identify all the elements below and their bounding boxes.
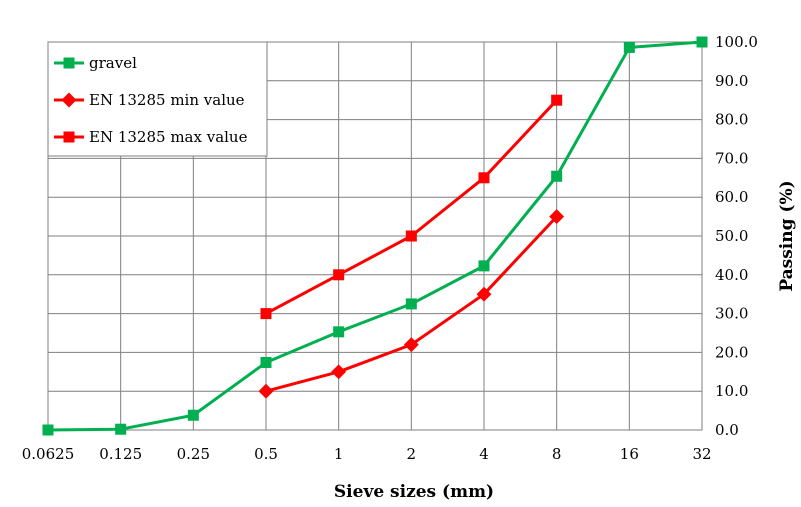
legend-label: EN 13285 min value [89,91,245,109]
data-point-gravel [405,298,417,310]
data-point-gravel [333,326,345,338]
y-tick-label: 100.0 [715,33,758,51]
x-tick-labels: 0.0625 0.125 0.25 0.5 1 2 4 8 16 32 [22,445,712,463]
data-point-en-13285-max-value [478,172,490,184]
legend-swatch-marker [63,57,75,69]
legend-item-en-13285-max-value: EN 13285 max value [54,128,248,146]
series-gravel [42,36,708,436]
legend-box [47,41,268,157]
series-line-gravel [47,40,703,432]
y-tick-label: 10.0 [715,382,748,400]
x-tick-label: 16 [620,445,639,463]
x-axis-title: Sieve sizes (mm) [334,482,494,502]
data-point-en-13285-min-value [403,337,419,353]
x-tick-label: 8 [552,445,562,463]
data-point-gravel [115,423,127,435]
series-en-13285-min-value [258,209,565,399]
y-tick-label: 30.0 [715,305,748,323]
data-point-gravel [260,356,272,368]
y-tick-label: 70.0 [715,149,748,167]
data-point-en-13285-max-value [405,230,417,242]
legend-item-gravel: gravel [54,54,137,72]
legend-swatch-marker [61,92,77,108]
legend-label: gravel [89,54,137,72]
data-point-gravel [696,36,708,48]
y-tick-label: 20.0 [715,343,748,361]
x-tick-label: 0.125 [99,445,142,463]
x-tick-label: 4 [479,445,489,463]
data-point-en-13285-max-value [333,269,345,281]
data-point-en-13285-min-value [476,286,492,302]
x-tick-label: 0.0625 [22,445,75,463]
data-point-en-13285-min-value [258,383,274,399]
x-tick-label: 2 [407,445,417,463]
y-tick-label: 0.0 [715,421,739,439]
series-layer [42,36,708,436]
data-point-en-13285-min-value [549,209,565,225]
data-point-gravel [551,170,563,182]
y-tick-label: 90.0 [715,72,748,90]
legend: gravel EN 13285 min value EN 13285 max val… [47,41,268,157]
data-point-en-13285-max-value [260,308,272,320]
data-point-gravel [478,260,490,272]
y-tick-labels: 0.0 10.0 20.0 30.0 40.0 50.0 60.0 70.0 80.0 90.0 1… [715,33,758,439]
data-point-gravel [623,41,635,53]
data-point-en-13285-min-value [331,364,347,380]
data-point-gravel [42,424,54,436]
x-tick-label: 0.5 [254,445,278,463]
y-tick-label: 60.0 [715,188,748,206]
legend-item-en-13285-min-value: EN 13285 min value [54,91,245,109]
x-tick-label: 0.25 [177,445,210,463]
series-en-13285-max-value [260,94,563,320]
y-tick-label: 40.0 [715,266,748,284]
y-tick-label: 80.0 [715,111,748,129]
y-axis-title: Passing (%) [777,180,797,291]
legend-label: EN 13285 max value [89,128,248,146]
plot-area-frame [47,41,703,431]
legend-swatch-marker [63,131,75,143]
y-tick-label: 50.0 [715,227,748,245]
x-tick-label: 1 [334,445,344,463]
x-tick-label: 32 [692,445,711,463]
data-point-en-13285-max-value [551,94,563,106]
data-point-gravel [187,409,199,421]
